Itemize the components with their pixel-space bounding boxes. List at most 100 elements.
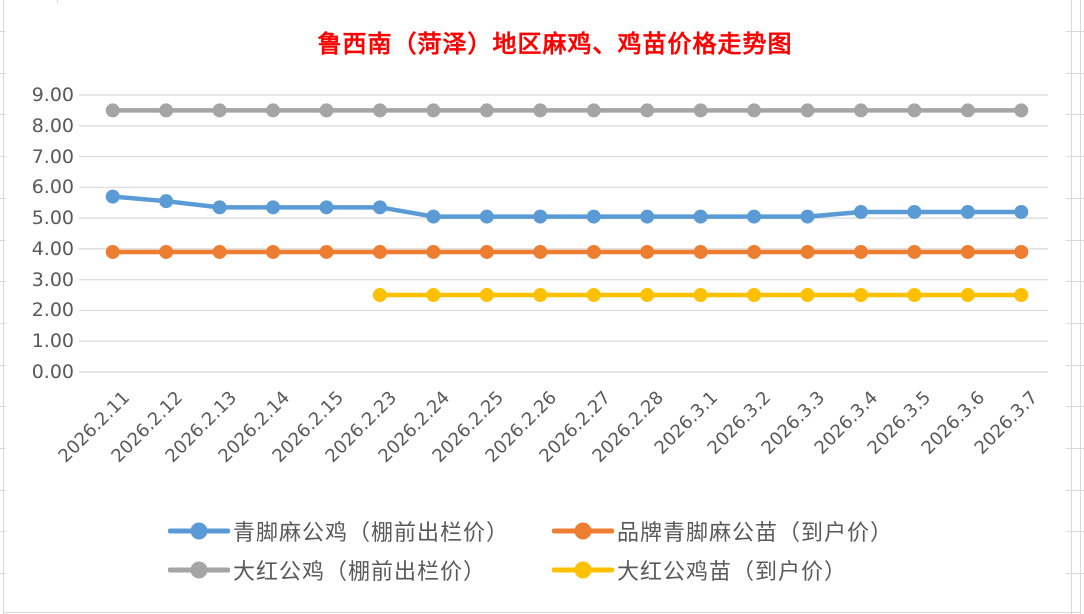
data-point-marker xyxy=(533,103,548,118)
data-point-marker xyxy=(426,288,441,303)
legend-label: 大红公鸡（棚前出栏价） xyxy=(233,560,487,585)
data-point-marker xyxy=(693,209,708,224)
legend-item: 品牌青脚麻公苗（到户价） xyxy=(552,517,894,546)
data-point-marker xyxy=(853,103,868,118)
data-point-marker xyxy=(426,244,441,259)
spreadsheet-gridline xyxy=(0,281,6,283)
y-axis-tick-label: 7.00 xyxy=(31,145,74,168)
spreadsheet-gridline xyxy=(0,114,6,116)
data-point-marker xyxy=(212,244,227,259)
data-point-marker xyxy=(907,103,922,118)
data-point-marker xyxy=(266,103,281,118)
data-point-marker xyxy=(1014,288,1029,303)
spreadsheet-gridline xyxy=(0,573,6,575)
data-point-marker xyxy=(372,288,387,303)
data-point-marker xyxy=(479,244,494,259)
data-point-marker xyxy=(105,189,120,204)
data-point-marker xyxy=(586,103,601,118)
spreadsheet-gridline xyxy=(1066,281,1084,283)
data-point-marker xyxy=(426,209,441,224)
data-point-marker xyxy=(960,204,975,219)
y-axis-tick-label: 3.00 xyxy=(31,268,74,291)
data-point-marker xyxy=(853,204,868,219)
series-line xyxy=(110,194,1024,219)
spreadsheet-gridline xyxy=(1066,531,1084,533)
data-point-marker xyxy=(266,200,281,215)
spreadsheet-gridline xyxy=(1066,72,1084,74)
data-point-marker xyxy=(319,103,334,118)
legend-label: 青脚麻公鸡（棚前出栏价） xyxy=(233,521,510,546)
data-point-marker xyxy=(800,244,815,259)
legend-label: 品牌青脚麻公苗（到户价） xyxy=(617,521,894,546)
data-point-marker xyxy=(907,204,922,219)
data-point-marker xyxy=(586,288,601,303)
data-point-marker xyxy=(1014,204,1029,219)
spreadsheet-gridline xyxy=(0,364,6,366)
data-point-marker xyxy=(319,244,334,259)
data-point-marker xyxy=(853,288,868,303)
data-point-marker xyxy=(960,288,975,303)
data-point-marker xyxy=(533,209,548,224)
data-point-marker xyxy=(853,244,868,259)
data-point-marker xyxy=(372,103,387,118)
legend-label: 大红公鸡苗（到户价） xyxy=(617,560,848,585)
chart-border-left xyxy=(3,0,4,614)
data-point-marker xyxy=(426,103,441,118)
data-point-marker xyxy=(800,288,815,303)
chart-title: 鲁西南（菏泽）地区麻鸡、鸡苗价格走势图 xyxy=(317,30,793,58)
spreadsheet-gridline xyxy=(0,448,6,449)
spreadsheet-gridline xyxy=(1066,114,1084,116)
data-point-marker xyxy=(800,209,815,224)
y-axis-tick-label: 8.00 xyxy=(31,114,74,137)
data-point-marker xyxy=(586,209,601,224)
chart-border-right xyxy=(1080,0,1081,614)
spreadsheet-gridline xyxy=(1066,197,1084,199)
data-point-marker xyxy=(319,200,334,215)
spreadsheet-gridline xyxy=(0,197,6,199)
data-point-marker xyxy=(479,288,494,303)
y-axis-tick-label: 2.00 xyxy=(31,299,74,322)
data-point-marker xyxy=(960,244,975,259)
spreadsheet-gridline xyxy=(1066,322,1084,324)
data-point-marker xyxy=(159,103,174,118)
spreadsheet-gridline xyxy=(0,489,6,491)
spreadsheet-gridline xyxy=(0,31,6,32)
data-point-marker xyxy=(212,103,227,118)
spreadsheet-column-gridline xyxy=(57,0,58,3)
spreadsheet-gridline xyxy=(0,322,6,324)
spreadsheet-gridline xyxy=(0,156,6,158)
data-point-marker xyxy=(266,244,281,259)
spreadsheet-gridline xyxy=(1066,156,1084,158)
data-point-marker xyxy=(907,244,922,259)
spreadsheet-gridline xyxy=(0,72,6,74)
data-point-marker xyxy=(105,103,120,118)
legend-line-marker-icon xyxy=(168,522,230,540)
spreadsheet-gridline xyxy=(1066,406,1084,408)
data-point-marker xyxy=(640,103,655,118)
spreadsheet-gridline xyxy=(1066,31,1084,32)
data-point-marker xyxy=(907,288,922,303)
data-point-marker xyxy=(159,194,174,209)
data-point-marker xyxy=(1014,244,1029,259)
y-axis-tick-label: 9.00 xyxy=(31,84,74,106)
data-point-marker xyxy=(212,200,227,215)
y-axis-tick-label: 0.00 xyxy=(31,361,74,383)
data-point-marker xyxy=(747,103,762,118)
data-point-marker xyxy=(693,244,708,259)
spreadsheet-gridline xyxy=(1066,448,1084,449)
spreadsheet-gridline xyxy=(1066,239,1084,241)
data-point-marker xyxy=(693,288,708,303)
y-axis-tick-label: 4.00 xyxy=(31,237,74,260)
data-point-marker xyxy=(533,244,548,259)
spreadsheet-column-gridline xyxy=(1071,0,1072,614)
spreadsheet-gridline xyxy=(0,406,6,408)
legend-item: 大红公鸡（棚前出栏价） xyxy=(168,556,487,585)
data-point-marker xyxy=(960,103,975,118)
legend-line-marker-icon xyxy=(552,522,614,540)
legend-item: 大红公鸡苗（到户价） xyxy=(552,556,848,585)
data-point-marker xyxy=(800,103,815,118)
data-point-marker xyxy=(159,244,174,259)
data-point-marker xyxy=(372,244,387,259)
data-point-marker xyxy=(747,209,762,224)
